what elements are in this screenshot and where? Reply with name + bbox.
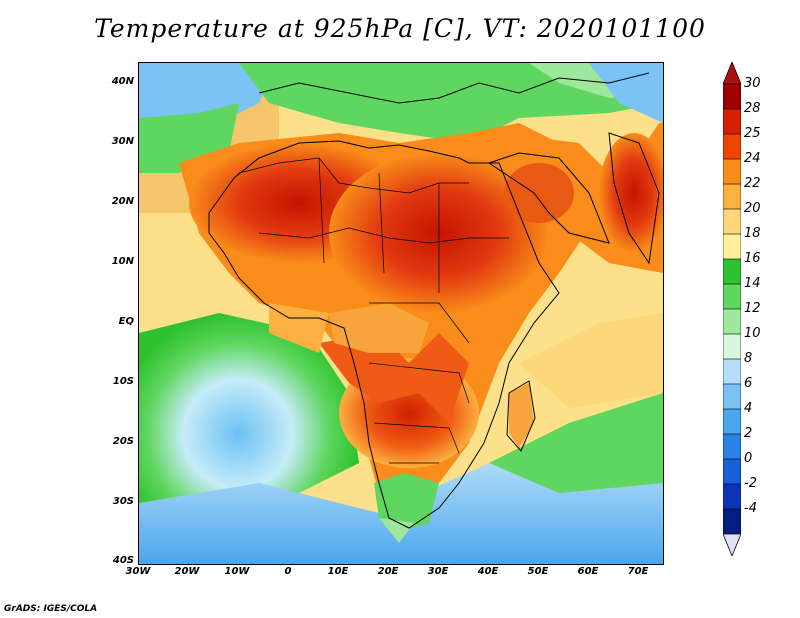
lon-label-40e: 40E (477, 566, 499, 577)
border-line (373, 422, 460, 454)
lat-label-40s: 40S (112, 555, 134, 566)
southern-ocean-field (139, 403, 663, 564)
lon-label-30e: 30E (427, 566, 449, 577)
madagascar-warm (509, 383, 534, 448)
colorbar (723, 62, 741, 556)
colorbar-segment (723, 83, 741, 110)
arabia-coastline (487, 152, 610, 244)
lat-label-40n: 40N (111, 76, 134, 87)
lon-label-20e: 20E (377, 566, 399, 577)
border-line (238, 157, 469, 194)
colorbar-label: -4 (744, 501, 757, 516)
south-atlantic-field (139, 313, 359, 533)
lon-label-30w: 30W (125, 566, 151, 577)
colorbar-label: 12 (744, 301, 761, 316)
colorbar-segment (723, 108, 741, 135)
colorbar-label: 6 (744, 376, 753, 391)
colorbar-label: 24 (744, 151, 761, 166)
colorbar-label: 20 (744, 201, 761, 216)
temperature-map (138, 62, 664, 565)
border-line (258, 227, 509, 244)
colorbar-label: 16 (744, 251, 761, 266)
lat-label-30s: 30S (112, 496, 134, 507)
colorbar-label: 25 (744, 126, 761, 141)
colorbar-segment (723, 508, 741, 535)
colorbar-label: 14 (744, 276, 761, 291)
madagascar-coastline (506, 380, 536, 452)
chart-title: Temperature at 925hPa [C], VT: 202010110… (94, 14, 706, 43)
colorbar-segment (723, 158, 741, 185)
south-africa-mild (374, 473, 439, 533)
lat-label-30n: 30N (111, 136, 134, 147)
africa-coastline (208, 140, 560, 529)
lon-label-20w: 20W (174, 566, 200, 577)
colorbar-label: 28 (744, 101, 761, 116)
border-line (318, 157, 325, 264)
colorbar-segment (723, 283, 741, 310)
colorbar-segment (723, 183, 741, 210)
colorbar-segment (723, 208, 741, 235)
colorbar-segment (723, 458, 741, 485)
colorbar-segment (723, 408, 741, 435)
coastlines (208, 72, 660, 529)
colorbar-segment (723, 383, 741, 410)
lon-label-50e: 50E (527, 566, 549, 577)
lat-label-20s: 20S (112, 436, 134, 447)
colorbar-label: -2 (744, 476, 757, 491)
temperature-field (139, 63, 663, 564)
central-asia-cool (589, 63, 663, 123)
lon-label-0: 0 (284, 566, 292, 577)
lon-label-60e: 60E (577, 566, 599, 577)
border-line (368, 362, 470, 404)
colorbar-label: 2 (744, 426, 753, 441)
lon-label-10w: 10W (224, 566, 250, 577)
india-coastline (608, 132, 660, 265)
lat-label-eq: EQ (118, 316, 134, 327)
lat-label-10n: 10N (111, 256, 134, 267)
colorbar-segment (723, 433, 741, 460)
colorbar-label: 30 (744, 76, 761, 91)
europe-coastline (258, 72, 650, 104)
colorbar-segment (723, 358, 741, 385)
mediterranean-field (239, 63, 663, 143)
arabia-hotspot (504, 163, 574, 223)
lon-label-70e: 70E (627, 566, 649, 577)
colorbar-bottom-arrow (723, 533, 741, 556)
central-africa-hot (319, 333, 469, 423)
credit-text: GrADS: IGES/COLA (4, 604, 98, 614)
indian-ocean-warm (519, 313, 663, 408)
colorbar-label: 8 (744, 351, 753, 366)
colorbar-segment (723, 483, 741, 510)
cape-cool (379, 518, 414, 543)
colorbar-segment (723, 258, 741, 285)
colorbar-segment (723, 308, 741, 335)
colorbar-label: 18 (744, 226, 761, 241)
congo-basin-warm (329, 303, 429, 353)
lon-label-10e: 10E (327, 566, 349, 577)
lat-label-20n: 20N (111, 196, 134, 207)
colorbar-segment (723, 333, 741, 360)
lat-label-10s: 10S (112, 376, 134, 387)
country-borders (238, 157, 509, 464)
colorbar-label: 0 (744, 451, 753, 466)
colorbar-segment (723, 233, 741, 260)
border-line (378, 172, 385, 274)
colorbar-segment (723, 133, 741, 160)
indian-ocean-mild (489, 393, 663, 493)
colorbar-label: 4 (744, 401, 753, 416)
colorbar-label: 10 (744, 326, 761, 341)
colorbar-label: 22 (744, 176, 761, 191)
colorbar-top-arrow (723, 62, 741, 85)
border-line (369, 302, 470, 344)
